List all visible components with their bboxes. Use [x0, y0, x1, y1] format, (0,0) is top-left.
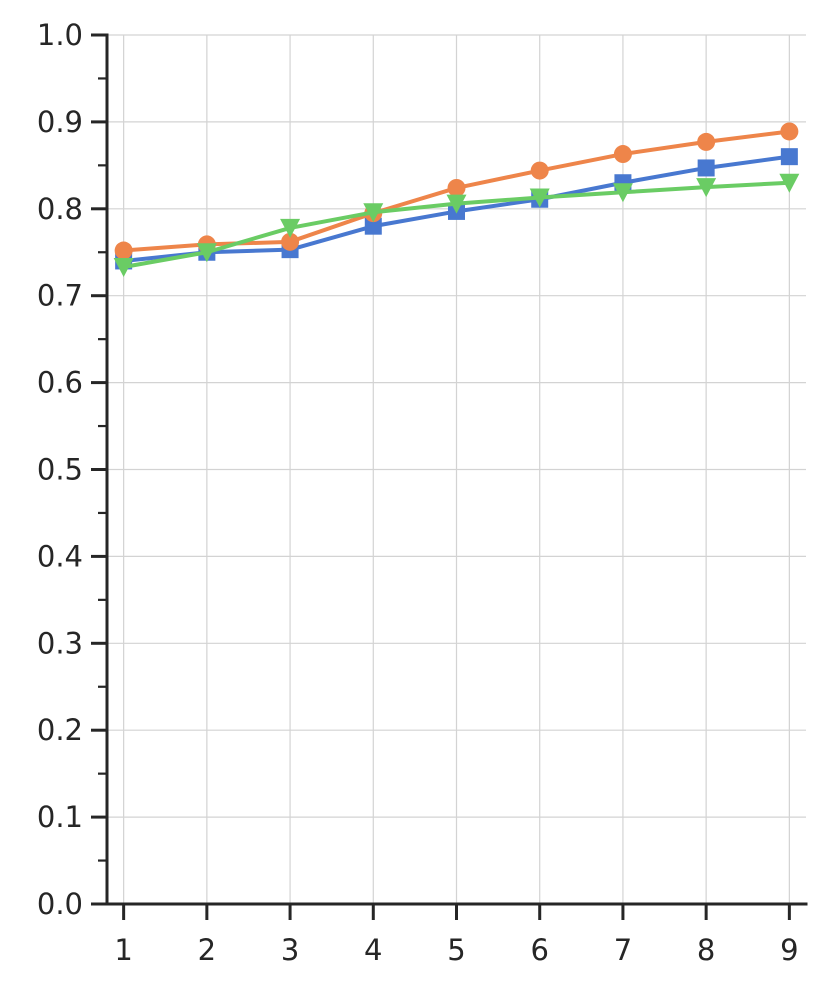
- y-tick-label: 0.2: [37, 713, 83, 747]
- x-tick-label: 8: [697, 933, 715, 967]
- data-point-square: [364, 217, 382, 235]
- data-point-triangle: [363, 203, 384, 223]
- data-point-circle: [613, 145, 632, 164]
- data-point-circle: [697, 132, 716, 151]
- series-triangle-down: [113, 173, 800, 278]
- y-tick-label: 0.3: [37, 626, 83, 660]
- series-lines: [113, 122, 800, 278]
- data-point-triangle: [779, 173, 800, 193]
- data-point-square: [780, 148, 798, 166]
- y-tick-label: 0.1: [37, 800, 83, 834]
- data-point-triangle: [696, 178, 717, 198]
- data-point-triangle: [196, 243, 217, 263]
- data-point-square: [697, 159, 715, 177]
- x-tick-label: 6: [530, 933, 548, 967]
- x-tick-label: 1: [114, 933, 132, 967]
- data-point-circle: [530, 161, 549, 180]
- y-tick-label: 0.4: [37, 539, 83, 573]
- data-point-triangle: [113, 258, 134, 278]
- ticks: 0.0 0.1 0.2 0.3 0.4 0.5 0.6 0.7 0.8 0.9 1.0 1 2 3 4 5 6 7…: [37, 18, 799, 967]
- data-point-triangle: [280, 218, 301, 238]
- data-point-triangle: [612, 183, 633, 203]
- x-tick-label: 4: [364, 933, 382, 967]
- y-tick-label: 0.6: [37, 366, 83, 400]
- x-tick-label: 3: [281, 933, 299, 967]
- y-tick-label: 0.8: [37, 192, 83, 226]
- data-point-triangle: [529, 188, 550, 208]
- x-tick-label: 7: [614, 933, 632, 967]
- y-tick-label: 0.0: [37, 887, 83, 921]
- y-tick-label: 1.0: [37, 18, 83, 52]
- x-tick-label: 5: [447, 933, 465, 967]
- y-tick-label: 0.5: [37, 453, 83, 487]
- y-tick-label: 0.9: [37, 105, 83, 139]
- data-point-circle: [281, 232, 300, 251]
- x-tick-label: 9: [780, 933, 798, 967]
- x-tick-label: 2: [198, 933, 216, 967]
- data-point-circle: [780, 122, 799, 141]
- data-point-circle: [114, 241, 133, 260]
- data-point-triangle: [446, 194, 467, 214]
- data-point-circle: [447, 178, 466, 197]
- y-tick-label: 0.7: [37, 279, 83, 313]
